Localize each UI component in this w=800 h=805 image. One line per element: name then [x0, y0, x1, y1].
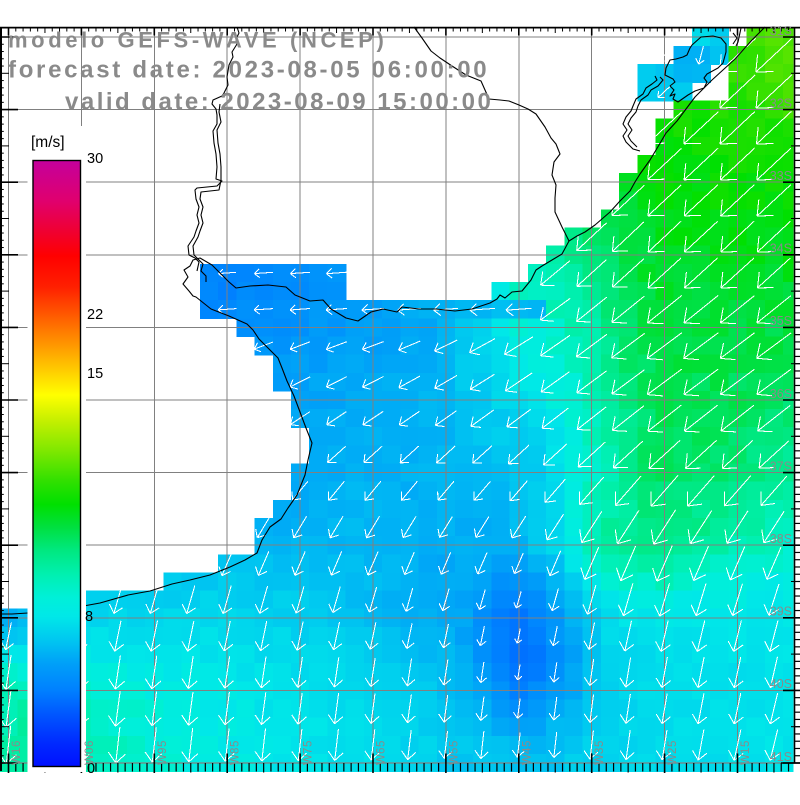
svg-text:W: W [667, 754, 679, 765]
svg-text:3: 3 [594, 748, 606, 754]
svg-text:40S: 40S [770, 677, 792, 691]
svg-text:6: 6 [84, 741, 96, 747]
svg-text:5: 5 [157, 741, 169, 747]
svg-text:5: 5 [303, 741, 315, 747]
svg-text:5: 5 [448, 741, 460, 747]
svg-text:W: W [157, 754, 169, 765]
svg-text:valid date: 2023-08-09 15:00:0: valid date: 2023-08-09 15:00:00 [65, 89, 493, 116]
svg-text:W: W [303, 754, 315, 765]
svg-text:6: 6 [11, 741, 23, 747]
svg-text:38S: 38S [770, 532, 792, 546]
svg-text:7: 7 [303, 748, 315, 754]
svg-text:5: 5 [230, 741, 242, 747]
svg-text:35S: 35S [770, 314, 792, 328]
svg-text:6: 6 [376, 748, 388, 754]
svg-text:2: 2 [667, 748, 679, 754]
svg-text:5: 5 [521, 741, 533, 747]
svg-text:8: 8 [85, 609, 93, 625]
svg-text:5: 5 [667, 741, 679, 747]
svg-text:5: 5 [594, 741, 606, 747]
svg-text:39S: 39S [770, 605, 792, 619]
svg-text:0: 0 [87, 761, 95, 777]
svg-text:1: 1 [11, 748, 23, 754]
svg-text:W: W [230, 754, 242, 765]
svg-text:5: 5 [376, 741, 388, 747]
svg-text:W: W [521, 754, 533, 765]
svg-text:31S: 31S [770, 24, 792, 38]
svg-text:34S: 34S [770, 242, 792, 256]
svg-text:41S: 41S [770, 750, 792, 764]
svg-text:W: W [11, 754, 23, 765]
svg-text:W: W [740, 754, 752, 765]
svg-text:W: W [84, 754, 96, 765]
svg-text:W: W [376, 754, 388, 765]
svg-text:22: 22 [87, 307, 103, 323]
svg-text:0: 0 [84, 748, 96, 754]
svg-text:36S: 36S [770, 387, 792, 401]
svg-text:W: W [448, 754, 460, 765]
svg-text:30: 30 [87, 151, 103, 167]
svg-text:W: W [594, 754, 606, 765]
svg-text:4: 4 [521, 747, 533, 754]
svg-text:33S: 33S [770, 169, 792, 183]
svg-text:15: 15 [87, 366, 103, 382]
svg-text:modelo GEFS-WAVE (NCEP): modelo GEFS-WAVE (NCEP) [8, 28, 387, 53]
svg-text:9: 9 [157, 748, 169, 754]
svg-text:32S: 32S [770, 96, 792, 110]
svg-text:[m/s]: [m/s] [31, 134, 65, 151]
svg-text:5: 5 [740, 741, 752, 747]
svg-text:37S: 37S [770, 459, 792, 473]
svg-text:forecast date: 2023-08-05 06:0: forecast date: 2023-08-05 06:00:00 [8, 57, 489, 84]
svg-text:8: 8 [230, 748, 242, 754]
svg-text:1: 1 [740, 748, 752, 754]
svg-text:5: 5 [448, 748, 460, 754]
